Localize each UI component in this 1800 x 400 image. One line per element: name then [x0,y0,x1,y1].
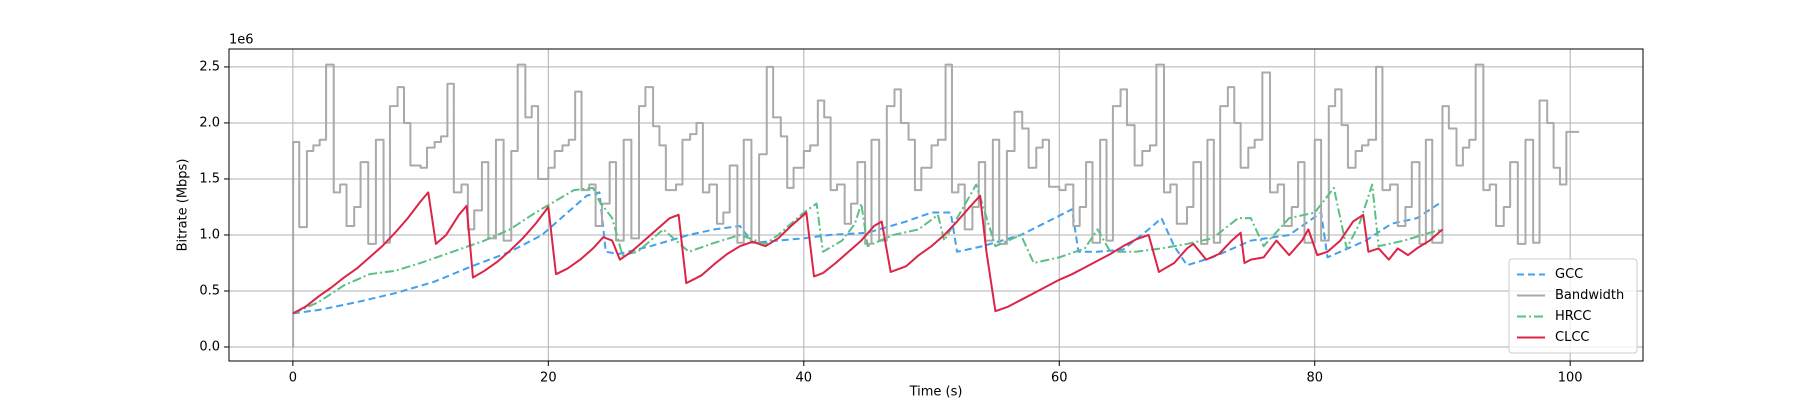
x-tick-label: 20 [540,371,557,386]
legend-box [1508,258,1638,354]
x-tick-label: 0 [289,371,297,386]
y-tick-label: 2.5 [199,59,220,74]
y-tick-label: 1.0 [199,227,220,242]
y-offset-label: 1e6 [229,33,254,48]
legend-label: CLCC [1555,330,1589,345]
y-tick-label: 0.0 [199,339,220,354]
series-line [292,191,1444,315]
legend-label: Bandwidth [1555,288,1624,303]
x-tick-label: 60 [1051,371,1068,386]
y-tick-label: 1.5 [199,171,220,186]
y-tick-label: 2.0 [199,115,220,130]
x-tick-label: 80 [1306,371,1323,386]
x-tick-label: 40 [796,371,813,386]
series-line [292,183,1443,315]
x-tick-label: 100 [1558,371,1583,386]
plot-area [229,49,1643,361]
series-line [292,191,1444,315]
x-axis-label: Time (s) [909,385,963,400]
legend-label: GCC [1555,267,1583,282]
y-tick-label: 0.5 [199,283,220,298]
series-line [292,63,1580,348]
y-axis-label: Bitrate (Mbps) [176,159,191,252]
axes-frame [228,48,1644,362]
legend-label: HRCC [1555,309,1591,324]
